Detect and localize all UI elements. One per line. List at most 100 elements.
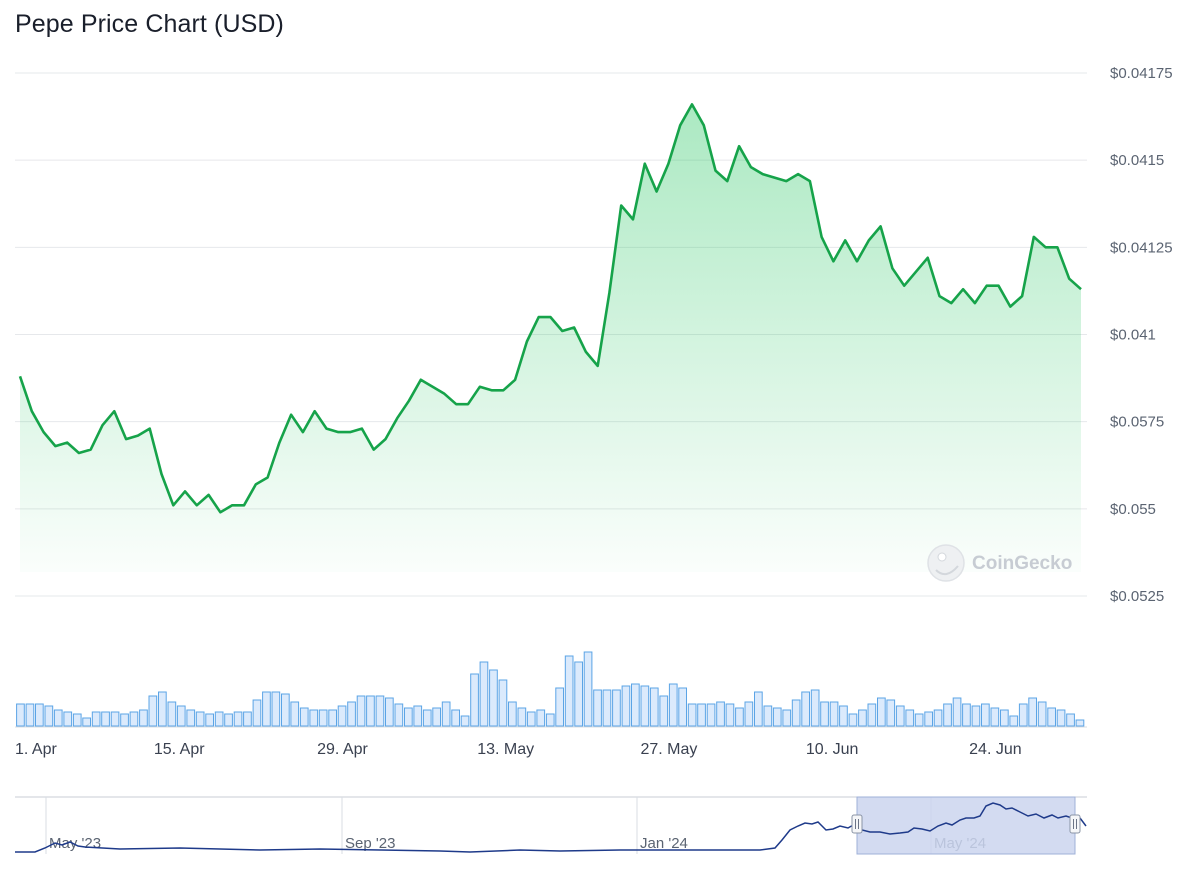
volume-bar [366,695,375,727]
volume-bar [422,709,432,727]
x-tick-label: 29. Apr [317,741,368,758]
volume-bar [517,707,527,727]
volume-bar [990,707,1000,727]
volume-bar [754,691,763,727]
volume-bar [895,705,905,727]
volume-bar [545,713,555,727]
y-tick-label: $0.041 [1110,327,1156,344]
volume-bar [356,695,366,727]
volume-bar [877,697,886,727]
volume-bar [886,699,896,727]
volume-bar [139,709,148,727]
navigator-tick-label: Jan '24 [640,835,688,852]
volume-bar [1056,709,1066,727]
volume-bar [697,703,706,727]
volume-bar [91,711,101,727]
volume-bar [971,705,981,727]
y-tick-label: $0.04125 [1110,239,1173,256]
y-tick-label: $0.0525 [1110,588,1164,605]
volume-bar [451,709,460,727]
navigator-tick-label: Sep '23 [345,835,395,852]
volume-bar [564,655,574,727]
volume-bar [612,689,621,727]
volume-bar [1037,701,1047,727]
volume-bar [1009,715,1019,727]
volume-bar [224,713,233,727]
y-axis: $0.04175 $0.0415 $0.04125 $0.041 $0.0575 $0.0… [1110,65,1173,605]
volume-bar [413,705,423,727]
volume-bar [593,689,602,727]
volume-bar [35,703,44,727]
volume-bar [508,701,517,727]
volume-bar [536,709,546,727]
volume-bar [243,711,252,727]
volume-bar [385,697,394,727]
volume-bar [782,709,792,727]
volume-bar [583,651,593,727]
watermark-text: CoinGecko [972,553,1072,574]
volume-bar [337,705,347,727]
x-tick-label: 13. May [477,741,534,758]
volume-bar [858,709,867,727]
coingecko-logo: CoinGecko [927,544,1072,582]
volume-bar [82,717,92,727]
volume-bar [678,687,687,727]
volume-bar [498,679,508,727]
volume-bar [735,707,744,727]
volume-bar [347,701,356,727]
volume-bar [281,693,290,727]
volume-bar [176,705,186,727]
volume-bar [195,711,205,727]
x-tick-label: 27. May [640,741,697,758]
volume-bar [659,695,669,727]
x-tick-label: 10. Jun [806,741,858,758]
x-tick-label: 24. Jun [969,741,1021,758]
volume-bar [129,711,139,727]
navigator-selection[interactable] [856,796,1076,855]
volume-bar [25,703,35,727]
volume-bar [725,703,735,727]
volume-bar [262,691,271,727]
volume-bar [744,701,754,727]
y-tick-label: $0.0575 [1110,414,1164,431]
volume-bar [16,703,25,727]
volume-bar [404,707,413,727]
volume-bar [328,709,337,727]
navigator-right-handle[interactable] [1069,814,1081,834]
volume-bar [621,685,631,727]
volume-bar [772,707,782,727]
y-tick-label: $0.055 [1110,501,1156,518]
volume-bar [460,715,470,727]
volume-bar [848,713,858,727]
volume-bar [820,701,829,727]
volume-bar [1018,703,1028,727]
volume-bar [489,669,498,727]
volume-bar [214,711,224,727]
volume-bar [829,701,839,727]
x-axis: 1. Apr 15. Apr 29. Apr 13. May 27. May 10. Ju… [15,741,1022,758]
volume-bar [290,701,300,727]
volume-bar [167,701,177,727]
volume-bars [16,651,1085,727]
volume-bar [299,707,309,727]
price-line [18,103,1082,514]
volume-bar [933,709,943,727]
volume-bar [716,701,725,727]
volume-bar [205,713,215,727]
volume-bar [839,705,848,727]
volume-bar [53,709,63,727]
volume-bar [706,703,716,727]
volume-bar [962,703,971,727]
price-area [20,104,1081,573]
volume-bar [63,711,73,727]
volume-bar [810,689,820,727]
volume-bar [867,703,877,727]
volume-bar [574,661,583,727]
volume-bar [470,673,479,727]
volume-bar [943,703,952,727]
volume-bar [763,705,773,727]
navigator-left-handle[interactable] [851,814,863,834]
volume-bar [432,707,441,727]
